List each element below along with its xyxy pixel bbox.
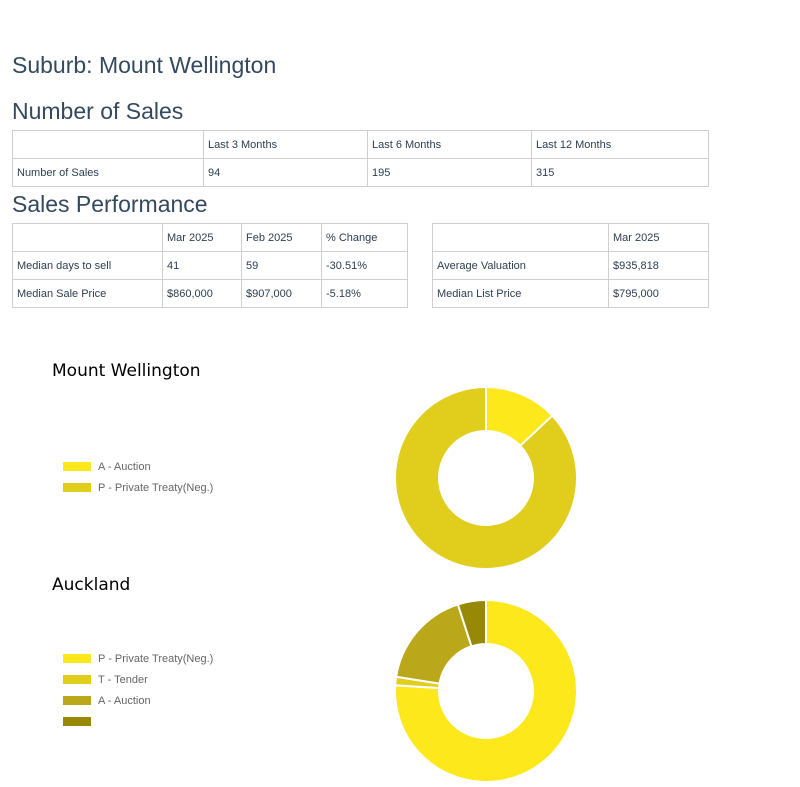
table-header-row: Mar 2025 <box>432 223 709 252</box>
table-header-row: Mar 2025 Feb 2025 % Change <box>12 223 408 252</box>
table-cell <box>432 223 609 252</box>
legend-label: A - Auction <box>98 460 151 473</box>
table-cell: % Change <box>321 223 408 252</box>
table-cell: Number of Sales <box>12 158 204 187</box>
suburb-heading: Suburb: Mount Wellington <box>12 52 277 78</box>
table-cell: $935,818 <box>608 251 709 280</box>
number-of-sales-table: Last 3 Months Last 6 Months Last 12 Mont… <box>12 130 709 187</box>
table-cell: Mar 2025 <box>162 223 242 252</box>
legend-swatch <box>63 696 91 705</box>
table-row: Median List Price $795,000 <box>432 279 709 308</box>
table-cell: 315 <box>531 158 709 187</box>
table-header-row: Last 3 Months Last 6 Months Last 12 Mont… <box>12 130 709 159</box>
table-cell: $907,000 <box>241 279 322 308</box>
table-cell: Last 12 Months <box>531 130 709 159</box>
table-cell: $860,000 <box>162 279 242 308</box>
table-cell: -30.51% <box>321 251 408 280</box>
pie-slice <box>394 598 578 783</box>
legend-swatch <box>63 675 91 684</box>
legend-item: T - Tender <box>63 669 213 690</box>
table-cell: 59 <box>241 251 322 280</box>
legend-label: P - Private Treaty(Neg.) <box>98 481 214 494</box>
table-cell: 94 <box>203 158 368 187</box>
donut-chart-mount-wellington <box>394 385 578 570</box>
table-cell <box>12 130 204 159</box>
table-cell: Mar 2025 <box>608 223 709 252</box>
table-cell: 41 <box>162 251 242 280</box>
pie-slice <box>394 385 578 570</box>
table-cell: 195 <box>367 158 532 187</box>
table-cell <box>12 223 163 252</box>
legend-label: T - Tender <box>98 673 148 686</box>
table-cell: Median List Price <box>432 279 609 308</box>
donut-chart-auckland <box>394 598 578 783</box>
valuation-table: Mar 2025 Average Valuation $935,818 Medi… <box>432 223 709 308</box>
chart-legend: P - Private Treaty(Neg.) T - Tender A - Au… <box>63 648 213 732</box>
legend-item: A - Auction <box>63 690 213 711</box>
legend-item <box>63 711 213 732</box>
table-cell: Median days to sell <box>12 251 163 280</box>
sales-performance-heading: Sales Performance <box>12 191 208 217</box>
table-cell: Feb 2025 <box>241 223 322 252</box>
pie-slice <box>456 598 487 648</box>
legend-item: P - Private Treaty(Neg.) <box>63 477 213 498</box>
pie-slice <box>394 603 473 685</box>
table-row: Median Sale Price $860,000 $907,000 -5.1… <box>12 279 408 308</box>
chart-title: Auckland <box>52 575 131 595</box>
table-cell: Median Sale Price <box>12 279 163 308</box>
legend-label: P - Private Treaty(Neg.) <box>98 652 214 665</box>
legend-label: A - Auction <box>98 694 151 707</box>
legend-swatch <box>63 654 91 663</box>
median-performance-table: Mar 2025 Feb 2025 % Change Median days t… <box>12 223 408 308</box>
table-cell: -5.18% <box>321 279 408 308</box>
table-cell: $795,000 <box>608 279 709 308</box>
table-row: Average Valuation $935,818 <box>432 251 709 280</box>
legend-swatch <box>63 483 91 492</box>
table-cell: Average Valuation <box>432 251 609 280</box>
table-row: Median days to sell 41 59 -30.51% <box>12 251 408 280</box>
legend-item: P - Private Treaty(Neg.) <box>63 648 213 669</box>
table-row: Number of Sales 94 195 315 <box>12 158 709 187</box>
number-of-sales-heading: Number of Sales <box>12 98 184 124</box>
legend-swatch <box>63 462 91 471</box>
legend-swatch <box>63 717 91 726</box>
table-cell: Last 6 Months <box>367 130 532 159</box>
chart-legend: A - Auction P - Private Treaty(Neg.) <box>63 456 213 498</box>
legend-item: A - Auction <box>63 456 213 477</box>
table-cell: Last 3 Months <box>203 130 368 159</box>
chart-title: Mount Wellington <box>52 361 201 381</box>
